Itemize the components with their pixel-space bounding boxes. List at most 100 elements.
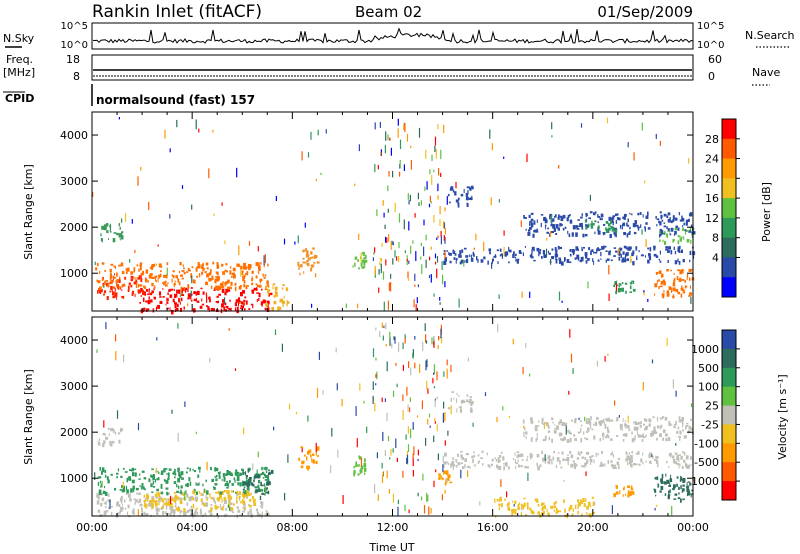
power-colorbar-swatch xyxy=(722,158,736,179)
power-echo-region xyxy=(352,251,368,270)
freq-tick-top: 18 xyxy=(66,53,80,66)
cpid-label: CPID xyxy=(5,92,34,105)
velocity-colorbar-tick-label: 1000 xyxy=(691,343,719,356)
station-title: Rankin Inlet (fitACF) xyxy=(92,2,262,22)
velocity-colorbar-tick-label: -25 xyxy=(701,418,719,431)
nave-label: Nave xyxy=(752,66,780,79)
velocity-colorbar-swatch xyxy=(722,330,736,350)
power-colorbar-tick-label: 20 xyxy=(705,172,719,185)
nsky-trace xyxy=(92,27,694,45)
velocity-echo-region xyxy=(438,470,453,486)
velocity-echo-region xyxy=(143,489,257,513)
power-echo-region xyxy=(297,247,320,278)
nsearch-tick-bottom: 10^0 xyxy=(697,40,724,51)
nsearch-tick-top: 10^5 xyxy=(697,21,724,32)
power-panel: 1000 2000 3000 4000 28 24 20 16 12 8 4 xyxy=(60,111,740,315)
power-colorbar-tick-label: 8 xyxy=(712,232,719,245)
power-colorbar-swatch xyxy=(722,217,736,239)
power-colorbar: 28 24 20 16 12 8 4 xyxy=(705,118,740,298)
velocity-echo-region xyxy=(97,427,124,448)
power-echo-region xyxy=(95,261,270,292)
velocity-scatter-echoes xyxy=(94,322,694,517)
power-colorbar-swatch xyxy=(722,257,736,278)
freq-label: Freq. xyxy=(6,53,33,66)
velocity-colorbar-swatch xyxy=(722,481,736,501)
velocity-ytick-label: 1000 xyxy=(60,472,88,485)
velocity-panel: 1000 2000 3000 4000 00:00 04:00 08:00 12:00 16:0… xyxy=(60,316,740,534)
x-tick-label: 00:00 xyxy=(76,521,108,534)
velocity-ytick-label: 3000 xyxy=(60,380,88,393)
velocity-echo-region xyxy=(522,416,695,443)
power-echo-region xyxy=(659,227,695,245)
power-colorbar-tick-label: 12 xyxy=(705,212,719,225)
power-echo-region xyxy=(100,223,124,243)
velocity-colorbar-tick-label: -500 xyxy=(694,456,719,469)
power-ytick-label: 4000 xyxy=(60,129,88,142)
velocity-echo-region xyxy=(443,450,692,471)
power-ytick-label: 2000 xyxy=(60,221,88,234)
velocity-echo-region xyxy=(494,496,595,519)
velocity-colorbar-swatch xyxy=(722,424,736,444)
power-colorbar-label: Power [dB] xyxy=(760,182,773,242)
velocity-ylabel: Slant Range [km] xyxy=(22,369,35,465)
power-ylabel: Slant Range [km] xyxy=(22,164,35,260)
velocity-colorbar-swatch xyxy=(722,443,736,463)
x-tick-label: 08:00 xyxy=(276,521,308,534)
velocity-echo-region xyxy=(653,473,694,503)
nsky-label: N.Sky xyxy=(3,32,35,45)
velocity-colorbar-frame xyxy=(721,329,737,501)
velocity-colorbar-tick-label: -100 xyxy=(694,437,719,450)
velocity-colorbar-swatch xyxy=(722,367,736,388)
freq-tick-bottom: 8 xyxy=(73,70,80,83)
power-echo-region xyxy=(613,280,636,295)
power-echo-region xyxy=(443,245,696,266)
nsky-tick-top: 10^5 xyxy=(61,21,88,32)
velocity-echo-region xyxy=(353,455,367,477)
velocity-echo-region xyxy=(97,466,270,497)
velocity-echo-region xyxy=(298,446,320,472)
velocity-colorbar: 1000 500 100 25 -25 -100 -500 -1000 xyxy=(687,329,740,501)
power-colorbar-swatch xyxy=(722,178,736,199)
power-colorbar-tick-label: 28 xyxy=(705,133,719,146)
x-tick-label: 16:00 xyxy=(477,521,509,534)
power-colorbar-tick-label: 16 xyxy=(705,192,719,205)
velocity-colorbar-tick-label: 25 xyxy=(705,400,719,413)
freq-frame xyxy=(91,54,694,81)
nsky-frame xyxy=(91,22,694,50)
x-axis-label: Time UT xyxy=(368,541,414,554)
velocity-colorbar-label: Velocity [m s⁻¹] xyxy=(776,374,789,459)
power-colorbar-swatch xyxy=(722,198,736,219)
power-echo-region xyxy=(447,185,474,208)
power-scatter-echoes xyxy=(92,117,692,312)
power-colorbar-swatch xyxy=(722,119,736,140)
power-echo-region xyxy=(139,287,273,315)
nave-tick-bottom: 0 xyxy=(708,70,715,83)
velocity-ytick-label: 2000 xyxy=(60,426,88,439)
x-tick-label: 20:00 xyxy=(577,521,609,534)
freq-unit: [MHz] xyxy=(3,66,35,79)
velocity-colorbar-swatch xyxy=(722,348,736,369)
beam-title: Beam 02 xyxy=(355,3,422,21)
power-echo-region xyxy=(265,283,290,312)
power-colorbar-swatch xyxy=(722,138,736,159)
power-ytick-label: 1000 xyxy=(60,267,88,280)
power-ytick-label: 3000 xyxy=(60,175,88,188)
power-colorbar-swatch xyxy=(722,277,736,298)
velocity-colorbar-swatch xyxy=(722,405,736,425)
nave-tick-top: 60 xyxy=(708,53,722,66)
velocity-colorbar-tick-label: -1000 xyxy=(687,475,719,488)
freq-strip: Freq. [MHz] 18 8 60 0 Nave xyxy=(3,53,780,86)
velocity-echo-region xyxy=(448,391,474,413)
power-colorbar-swatch xyxy=(722,237,736,258)
power-colorbar-tick-label: 24 xyxy=(705,153,719,166)
x-tick-label: 00:00 xyxy=(677,521,709,534)
velocity-ytick-label: 4000 xyxy=(60,334,88,347)
power-colorbar-frame xyxy=(721,118,737,298)
x-tick-label: 12:00 xyxy=(377,521,409,534)
cpid-value: normalsound (fast) 157 xyxy=(96,93,255,107)
date-title: 01/Sep/2009 xyxy=(597,3,693,21)
nsky-strip: N.Sky 10^5 10^0 10^5 10^0 N.Search xyxy=(3,21,795,51)
nsky-tick-bottom: 10^0 xyxy=(61,40,88,51)
power-colorbar-tick-label: 4 xyxy=(712,251,719,264)
